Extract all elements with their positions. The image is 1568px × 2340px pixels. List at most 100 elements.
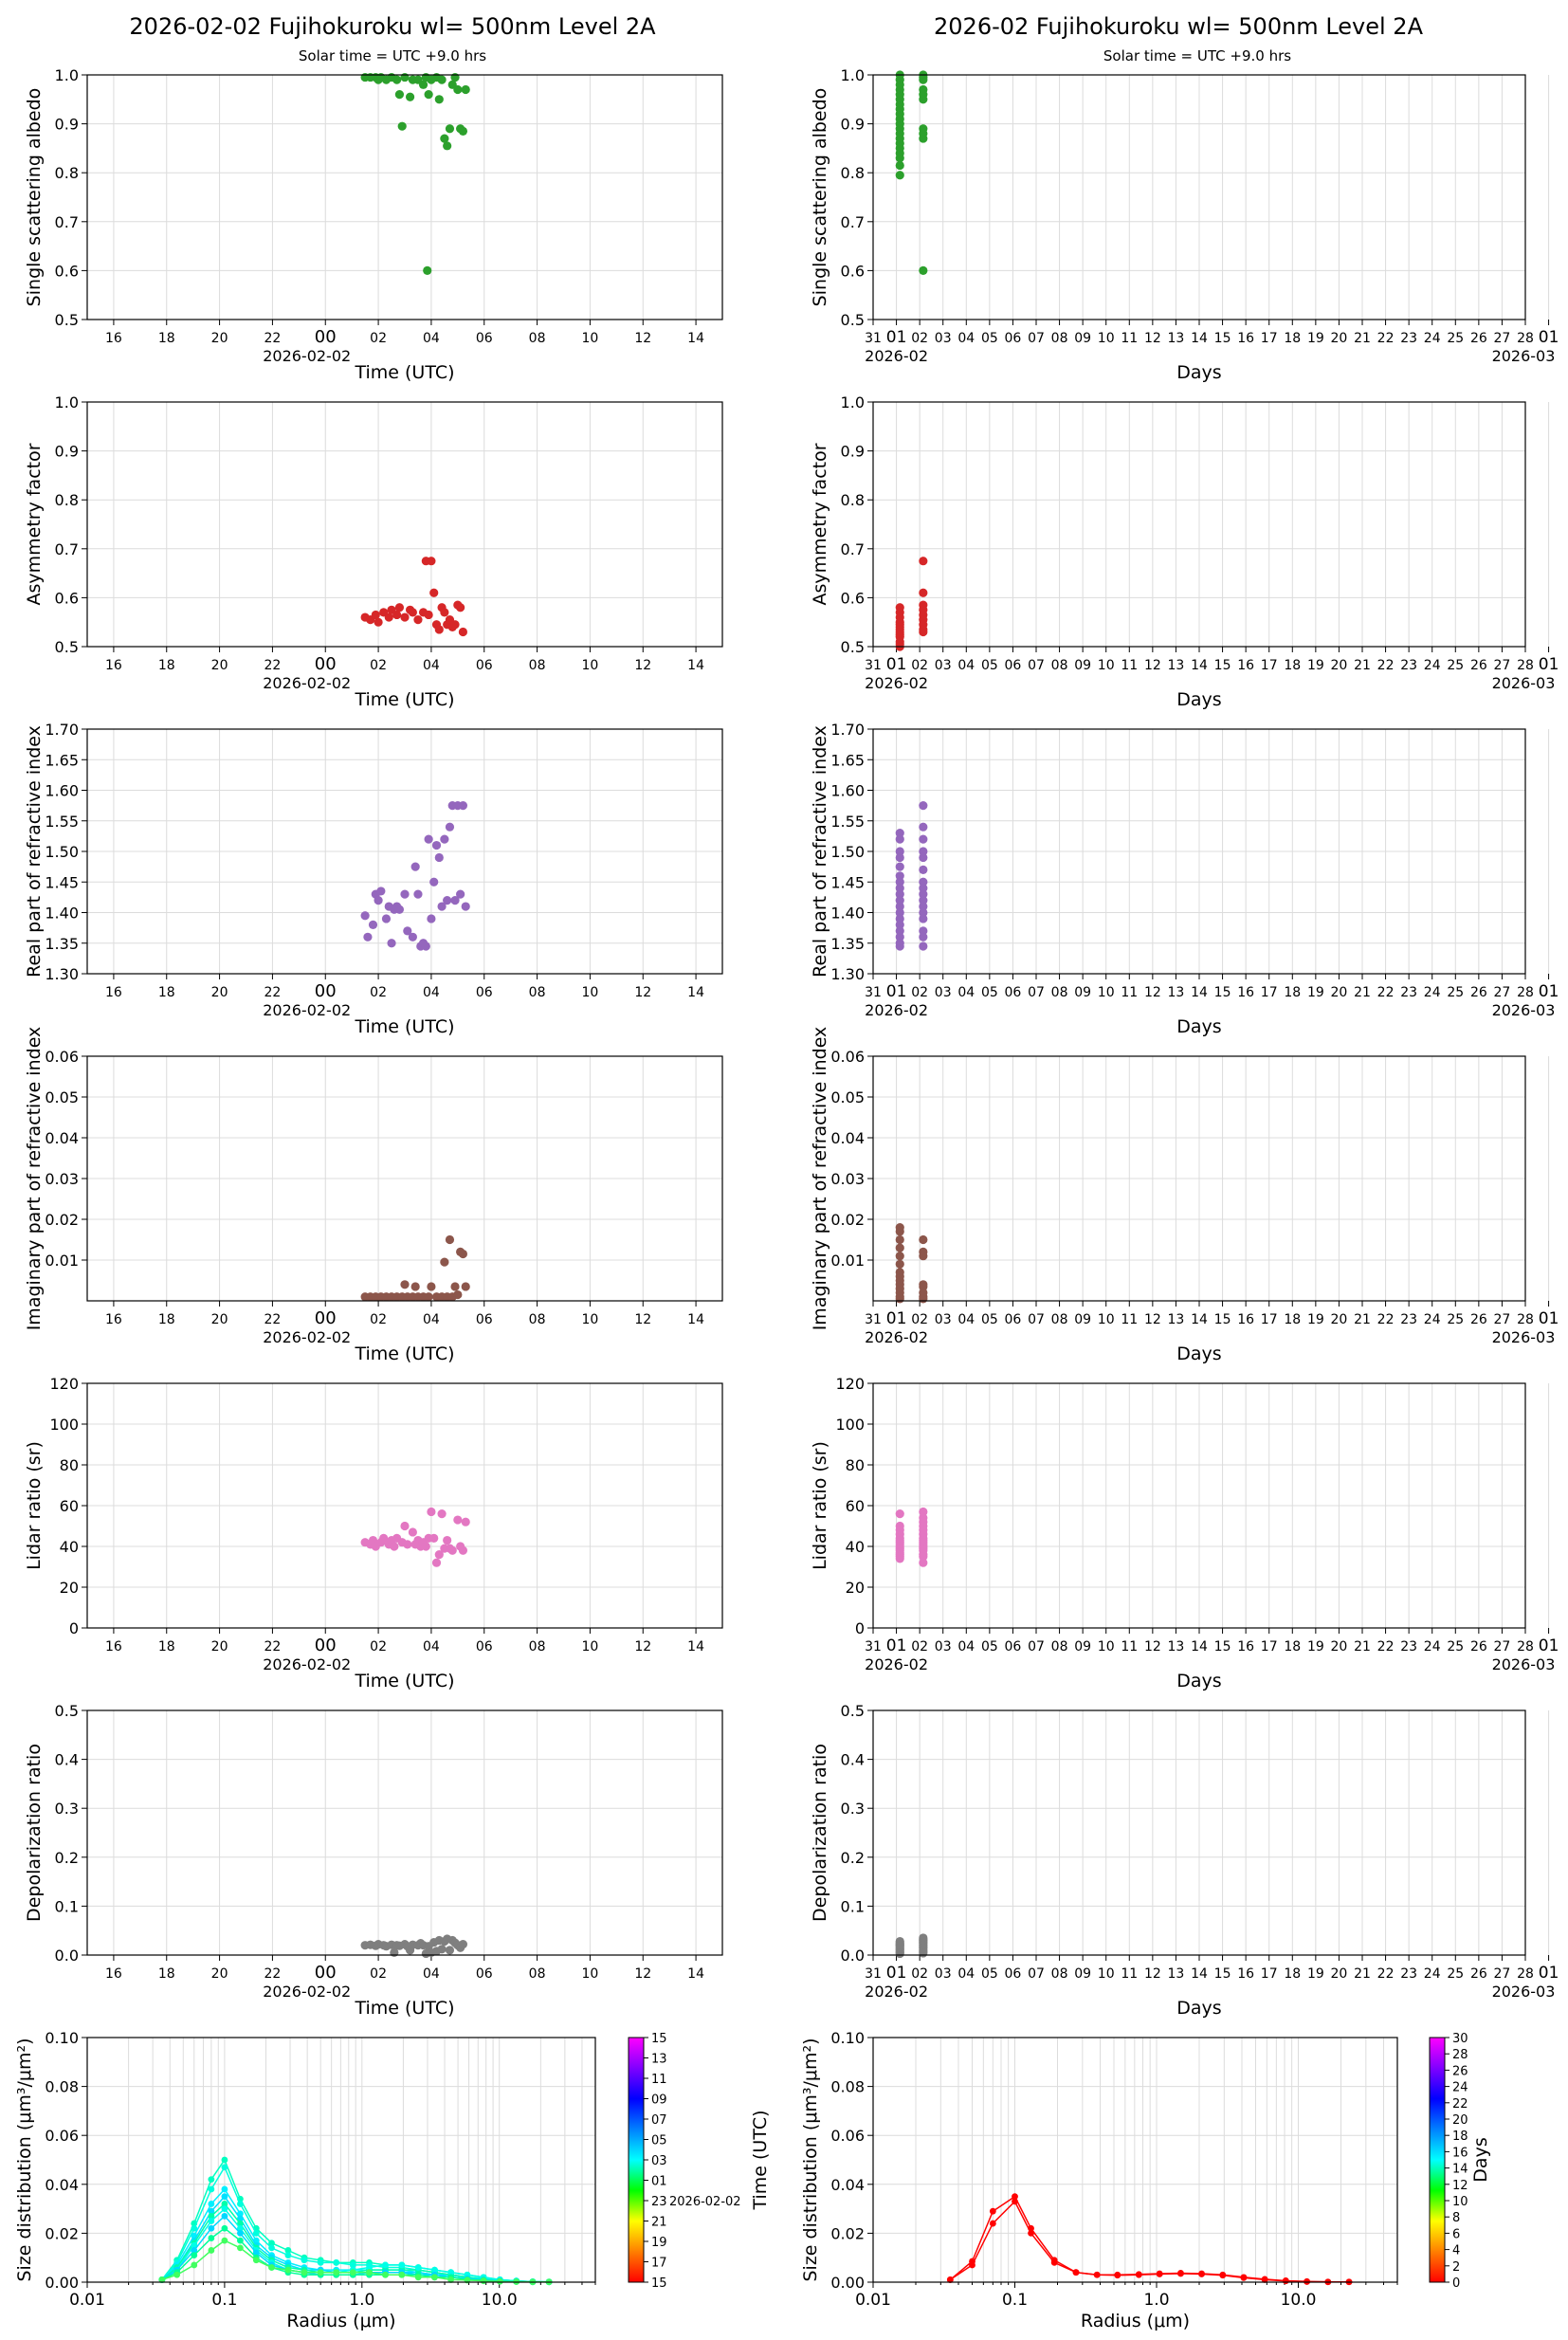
ssa-day-point — [418, 80, 428, 89]
real-month-point — [919, 889, 928, 899]
size-day-series-point — [208, 2224, 215, 2232]
ssa-month-xtick-label: 24 — [1424, 331, 1441, 346]
asym-month-xtick-label: 12 — [1144, 658, 1161, 673]
real-day-point — [456, 889, 465, 899]
asym-month-xtick-label: 06 — [1005, 658, 1022, 673]
size-day-xlabel: Radius (μm) — [286, 2311, 395, 2331]
time-colorbar-tick-label: 11 — [651, 2073, 667, 2087]
real-month-xtick-label: 15 — [1214, 985, 1231, 1000]
ssa-day-point — [394, 90, 405, 100]
imag-month-start-label: 2026-02 — [865, 1328, 928, 1346]
asym-day-point — [450, 620, 460, 630]
time-colorbar: 15 13 11 09 07 05 03 01 23 21 19 17 15 Time (UTC) 2026… — [628, 2032, 771, 2291]
depol-day-ytick-label: 0.1 — [55, 1897, 79, 1915]
real-day-point — [437, 902, 447, 911]
imag-month-xtick-label: 05 — [981, 1312, 998, 1327]
time-colorbar-tick-label: 21 — [651, 2216, 667, 2230]
real-month-ytick-label: 1.35 — [830, 935, 865, 953]
asym-month-xtick-label: 25 — [1447, 658, 1464, 673]
asym-day-xtick-label: 06 — [476, 658, 493, 673]
asym-month-xtick-label: 31 — [865, 658, 882, 673]
real-day-point — [440, 834, 449, 844]
size-day-series-point — [431, 2266, 438, 2274]
size-day-series-point — [158, 2276, 166, 2283]
depol-day-xtick-label: 12 — [634, 1966, 651, 1982]
ssa-day-point — [424, 90, 433, 100]
lidar-day-point — [447, 1545, 457, 1555]
real-day-point — [403, 926, 412, 936]
real-month-xtick-label: 08 — [1051, 985, 1068, 1000]
ssa-month-xtick-label: 15 — [1214, 331, 1231, 346]
depol-month-xtick-label: 03 — [935, 1966, 952, 1982]
lidar-day-xtick-label: 02 — [370, 1639, 387, 1654]
size-month-series-point — [1198, 2271, 1205, 2277]
asym-month-xtick-label: 01 — [886, 655, 907, 674]
ssa-month-xtick-label: 11 — [1121, 331, 1138, 346]
asym-month-xtick-label: 15 — [1214, 658, 1231, 673]
imag-month-ytick-label: 0.04 — [830, 1129, 865, 1147]
ssa-month-xtick-label: 01 — [886, 328, 907, 347]
ssa-month-xtick-label: 07 — [1028, 331, 1045, 346]
size-month-series-line — [949, 2200, 1349, 2283]
imag-month-xtick-label: 26 — [1470, 1312, 1487, 1327]
lidar-day-point — [390, 1542, 399, 1551]
asym-month-xtick-label: 26 — [1470, 658, 1487, 673]
lidar-month-xtick-label: 12 — [1144, 1639, 1161, 1654]
depol-day-xtick-label: 06 — [476, 1966, 493, 1982]
ssa-month-ytick-label: 0.5 — [841, 311, 865, 329]
depol-month-xtick-label: 14 — [1191, 1966, 1208, 1982]
imag-day-xtick-label: 04 — [423, 1312, 440, 1327]
asym-month-point — [919, 627, 928, 637]
size-day-series-point — [382, 2271, 389, 2278]
lidar-month-xtick-label: 01 — [1539, 1636, 1559, 1655]
imag-month-xtick-label: 28 — [1517, 1312, 1534, 1327]
real-day-xtick-label: 04 — [423, 985, 440, 1000]
imag-day-ytick-label: 0.02 — [45, 1211, 79, 1229]
size-day-xtick-label: 0.01 — [69, 2291, 105, 2310]
real-month-ytick-label: 1.70 — [830, 721, 865, 739]
real-day-xtick-label: 12 — [634, 985, 651, 1000]
imag-month-point — [919, 1282, 928, 1291]
size-day-series-point — [208, 2201, 215, 2207]
real-month-point — [919, 852, 928, 863]
imag-day-frame — [86, 1055, 723, 1302]
days-colorbar-tick-label: 0 — [1452, 2276, 1460, 2291]
ssa-day-xtick-label: 08 — [529, 331, 546, 346]
asym-day-point — [413, 615, 423, 625]
depol-month-ytick-label: 0.5 — [841, 1702, 865, 1720]
asym-day-point — [427, 557, 436, 566]
ssa-month-xtick-label: 20 — [1331, 331, 1348, 346]
asym-day-xtick-label: 16 — [105, 658, 122, 673]
real-month-xtick-label: 17 — [1261, 985, 1278, 1000]
imag-month-ytick-label: 0.01 — [830, 1252, 865, 1270]
real-day-point — [434, 852, 444, 863]
time-colorbar-tick-label: 15 — [651, 2276, 667, 2291]
lidar-day-point — [434, 1550, 444, 1560]
asym-day-xtick-label: 08 — [529, 658, 546, 673]
depol-month-ylabel: Depolarization ratio — [810, 1744, 830, 1922]
real-month-frame — [872, 728, 1526, 975]
real-month-xtick-label: 07 — [1028, 985, 1045, 1000]
lidar-month-xtick-label: 31 — [865, 1639, 882, 1654]
time-colorbar-tick-label: 03 — [651, 2154, 667, 2168]
panel-imag-month: 31 01 02 03 04 05 06 07 08 09 10 11 12 13 14 15 16 17 18 19… — [810, 1027, 1559, 1364]
asym-day-xtick-label: 02 — [370, 658, 387, 673]
real-month-point — [895, 852, 904, 863]
imag-day-ylabel: Imaginary part of refractive index — [24, 1027, 45, 1331]
ssa-day-xtick-label: 04 — [423, 331, 440, 346]
imag-day-point — [427, 1282, 436, 1291]
real-day-xtick-label: 20 — [211, 985, 228, 1000]
real-month-point — [895, 941, 904, 951]
imag-month-xtick-label: 02 — [911, 1312, 928, 1327]
asym-day-frame — [86, 401, 723, 648]
asym-month-xtick-label: 09 — [1074, 658, 1091, 673]
imag-day-point — [445, 1234, 455, 1245]
size-day-series-point — [208, 2185, 215, 2193]
lidar-month-end-label: 2026-03 — [1492, 1655, 1556, 1673]
right-title: 2026-02 Fujihokuroku wl= 500nm Level 2A — [934, 13, 1424, 40]
depol-month-ytick-label: 0.1 — [841, 1897, 865, 1915]
panel-ssa-day: 16 18 20 22 00 02 04 06 08 10 12 14 0.5 0.6 0.7 0.8 0.9 1… — [24, 66, 723, 383]
ssa-day-point — [453, 84, 463, 95]
lidar-day-point — [427, 1507, 436, 1517]
